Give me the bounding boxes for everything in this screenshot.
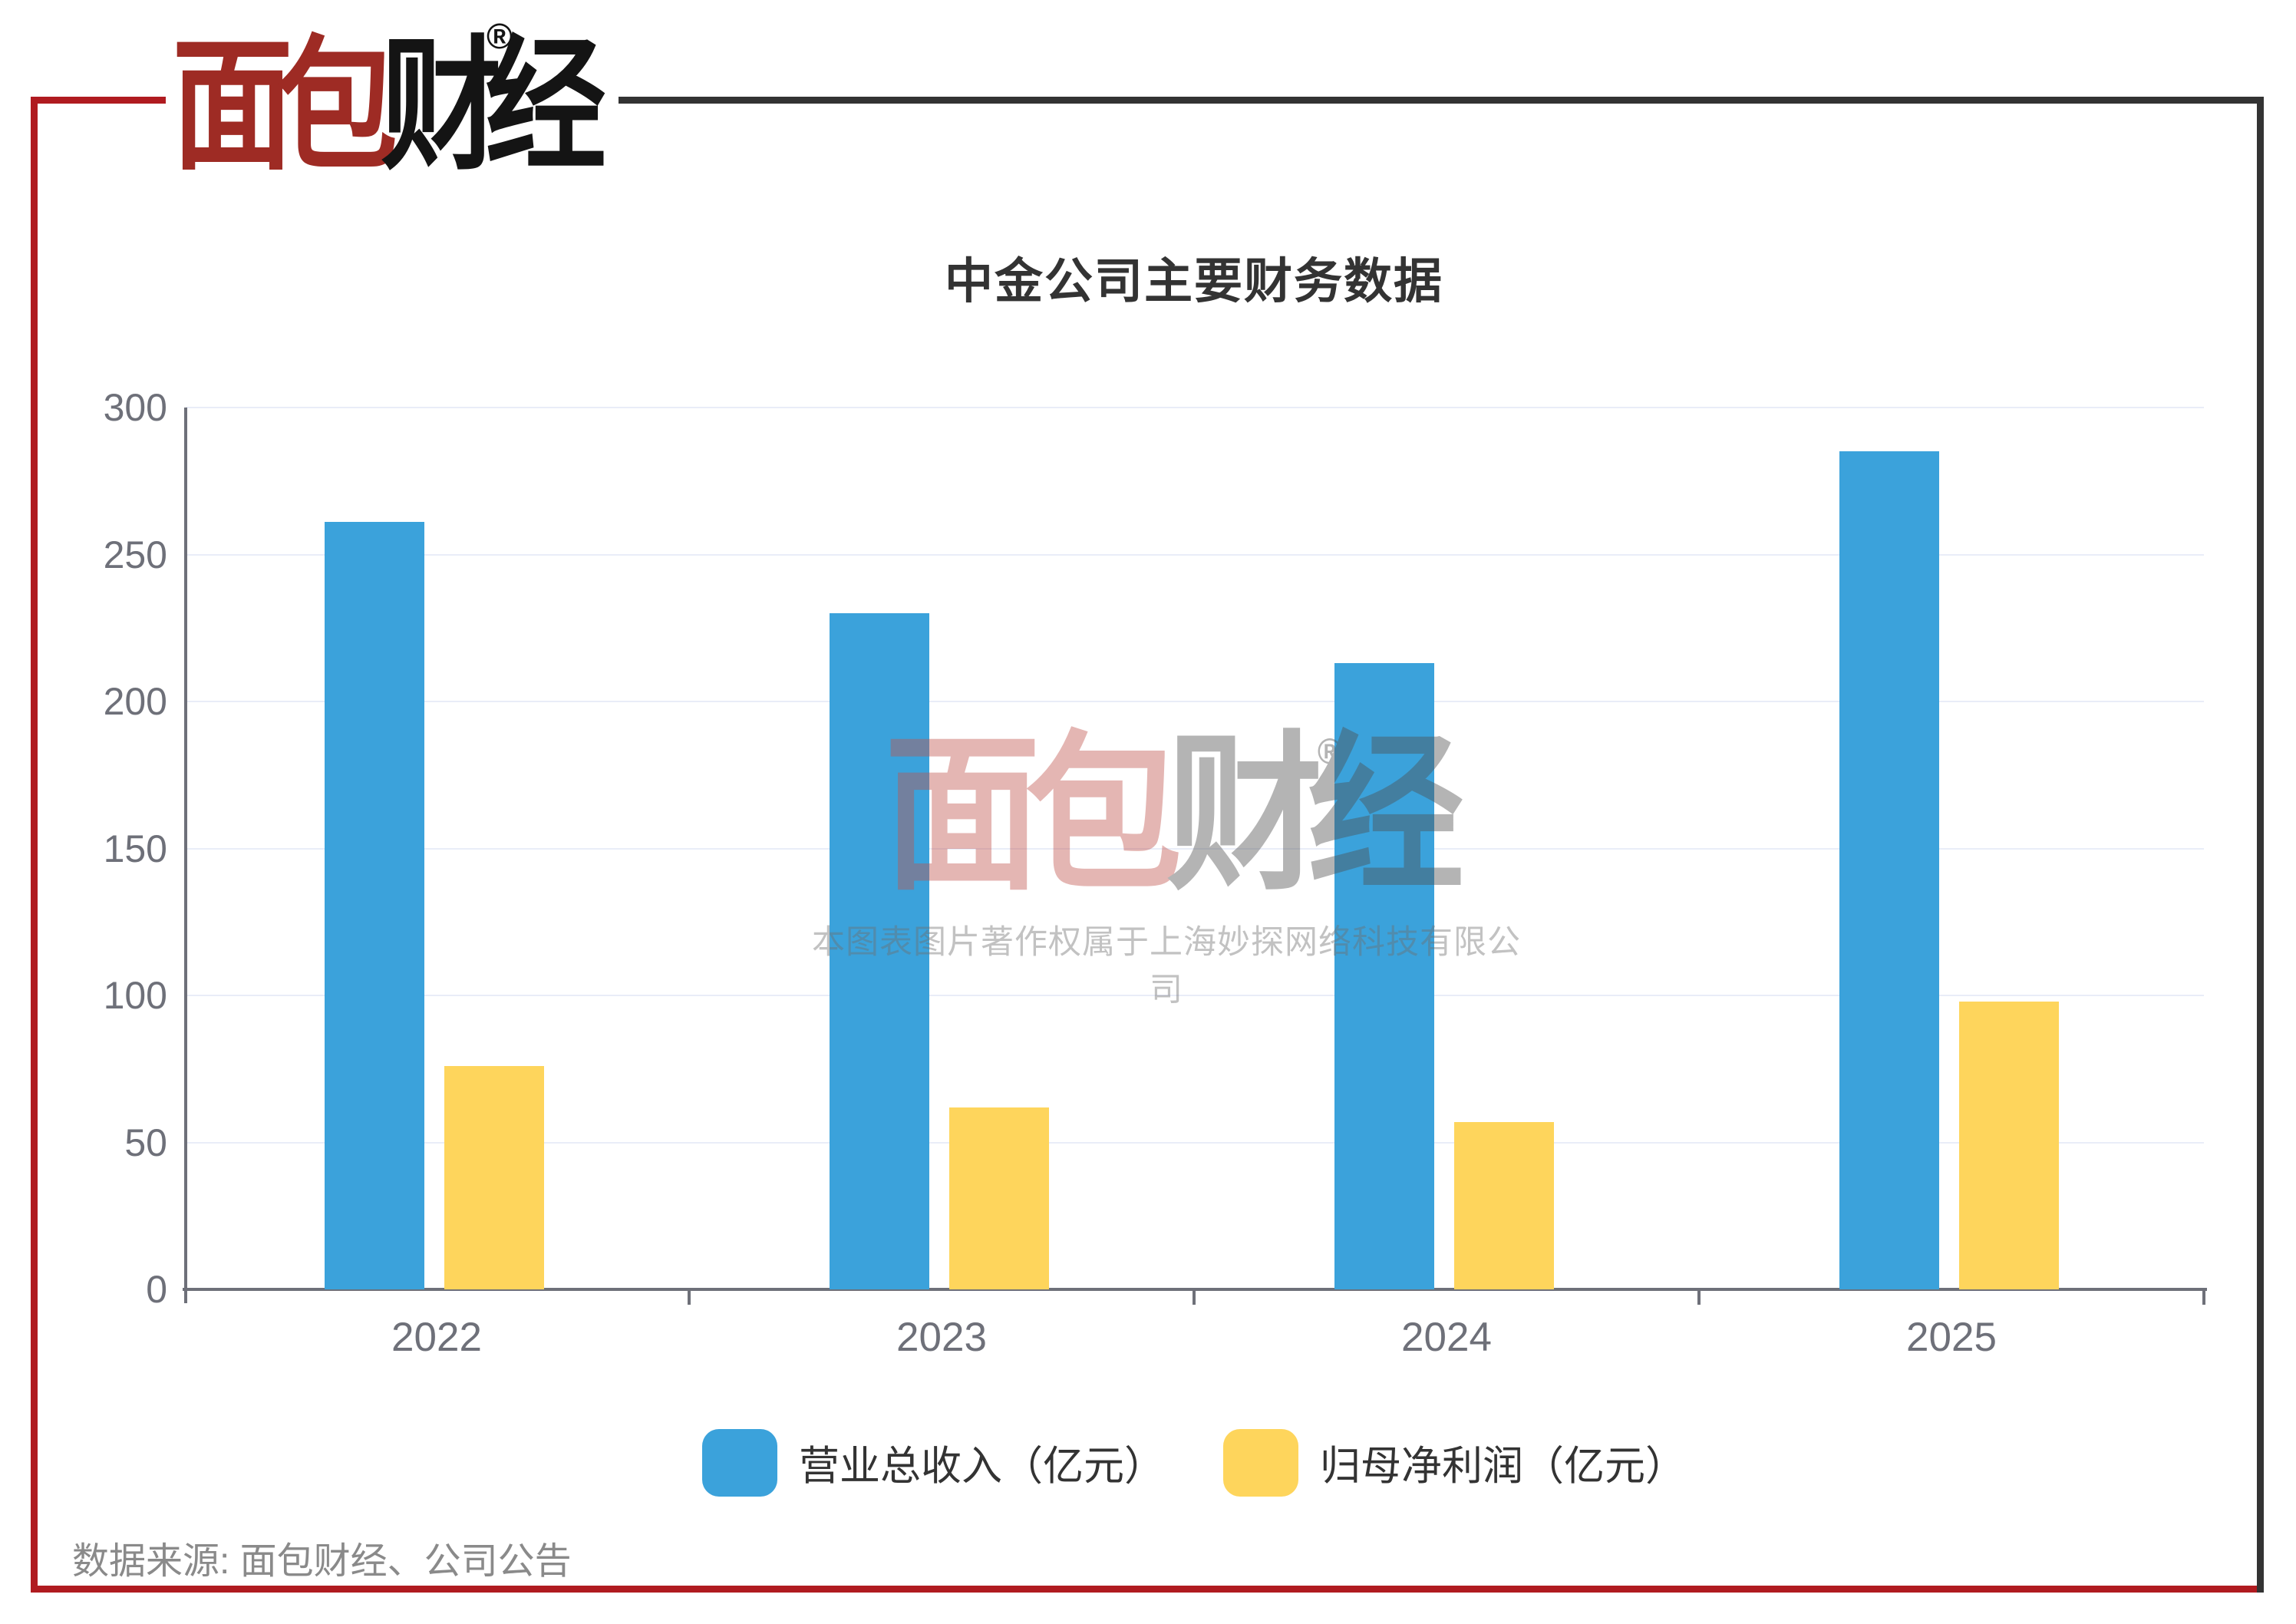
x-axis-tick-2022: [688, 1291, 691, 1305]
bar-revenue-2024: [1334, 663, 1434, 1289]
y-axis-tick-label-300: 300: [103, 386, 167, 429]
brand-logo: 面包财经: [172, 34, 606, 178]
x-axis-label-2024: 2024: [1401, 1315, 1492, 1360]
legend: 营业总收入（亿元） 归母净利润（亿元）: [184, 1429, 2204, 1497]
bar-net-profit-2025: [1959, 1001, 2059, 1289]
gridline-300: [186, 407, 2204, 408]
gridline-150: [186, 847, 2204, 850]
x-axis-tick-2023: [1193, 1291, 1196, 1305]
brand-logo-part-black: 财经: [381, 25, 606, 186]
y-axis-tick-label-250: 250: [103, 533, 167, 576]
frame-border-left: [31, 97, 38, 1593]
frame-border-right: [2257, 97, 2264, 1593]
gridline-200: [186, 701, 2204, 702]
registered-trademark-icon: ®: [487, 16, 513, 56]
bar-revenue-2023: [830, 613, 929, 1289]
x-axis-label-2023: 2023: [896, 1315, 987, 1360]
frame-border-bottom: [31, 1586, 2264, 1593]
gridline-100: [186, 995, 2204, 996]
bar-revenue-2025: [1839, 451, 1939, 1289]
bar-revenue-2022: [325, 522, 424, 1289]
x-axis-line: [183, 1288, 2207, 1291]
legend-item-net-profit: 归母净利润（亿元）: [1223, 1429, 1686, 1497]
legend-label-net-profit: 归母净利润（亿元）: [1320, 1444, 1686, 1489]
y-axis-line: [184, 408, 187, 1303]
gridline-250: [186, 553, 2204, 556]
gridline-50: [186, 1141, 2204, 1144]
x-axis-label-2025: 2025: [1906, 1315, 1997, 1360]
legend-swatch-revenue: [702, 1429, 777, 1497]
legend-item-revenue: 营业总收入（亿元）: [702, 1429, 1165, 1497]
y-axis-tick-label-0: 0: [146, 1268, 167, 1311]
x-axis-tick-2025: [2202, 1291, 2205, 1305]
brand-logo-part-red: 面包: [172, 25, 398, 186]
y-axis-tick-label-50: 50: [124, 1121, 167, 1164]
frame-border-top-dark: [619, 97, 2264, 104]
y-axis-tick-label-200: 200: [103, 680, 167, 723]
chart-title: 中金公司主要财务数据: [945, 255, 1443, 309]
frame-border-top-red: [31, 97, 166, 104]
bar-net-profit-2023: [949, 1107, 1049, 1289]
x-axis-label-2022: 2022: [391, 1315, 482, 1360]
bar-net-profit-2024: [1454, 1121, 1554, 1289]
data-source-text: 数据来源: 面包财经、公司公告: [72, 1541, 572, 1582]
legend-swatch-net-profit: [1223, 1429, 1298, 1497]
bar-net-profit-2022: [444, 1065, 544, 1289]
y-axis-tick-label-150: 150: [103, 827, 167, 870]
legend-label-revenue: 营业总收入（亿元）: [799, 1444, 1165, 1489]
y-axis-tick-label-100: 100: [103, 974, 167, 1017]
x-axis-tick-2024: [1697, 1291, 1701, 1305]
